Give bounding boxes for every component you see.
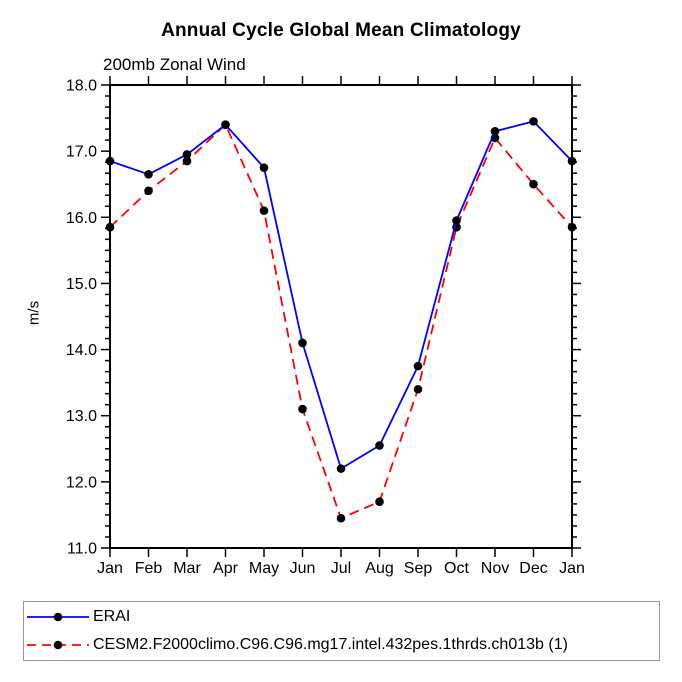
- legend-item-cesm2: CESM2.F2000climo.C96.C96.mg17.intel.432p…: [24, 631, 659, 659]
- svg-text:Apr: Apr: [213, 560, 239, 577]
- svg-text:13.0: 13.0: [66, 408, 97, 425]
- legend-line-sample-cesm2: [27, 640, 89, 650]
- y-axis-tick-labels: 11.0 12.0 13.0 14.0 15.0 16.0 17.0 18.0: [66, 78, 97, 558]
- svg-text:12.0: 12.0: [66, 474, 97, 491]
- chart-title: Annual Cycle Global Mean Climatology: [161, 20, 521, 41]
- legend-label-erai: ERAI: [93, 608, 131, 625]
- svg-text:Nov: Nov: [481, 560, 509, 577]
- x-axis-ticks: [109, 76, 573, 557]
- svg-text:15.0: 15.0: [66, 276, 97, 293]
- svg-text:Jan: Jan: [97, 560, 123, 577]
- svg-text:Sep: Sep: [404, 560, 433, 577]
- legend-line-sample-erai: [27, 612, 89, 622]
- legend-item-erai: ERAI: [24, 603, 659, 631]
- svg-text:Jan: Jan: [559, 560, 585, 577]
- svg-text:Jul: Jul: [331, 560, 351, 577]
- chart-subtitle: 200mb Zonal Wind: [103, 55, 246, 74]
- svg-text:18.0: 18.0: [66, 78, 97, 95]
- plot-frame: [109, 84, 573, 549]
- svg-text:Aug: Aug: [365, 560, 393, 577]
- svg-text:Oct: Oct: [444, 560, 469, 577]
- svg-text:Dec: Dec: [519, 560, 547, 577]
- x-axis-tick-labels: Jan Feb Mar Apr May Jun Jul Aug Sep Oct Nov Dec Jan: [97, 560, 585, 577]
- svg-text:16.0: 16.0: [66, 210, 97, 227]
- series-0: [105, 117, 577, 473]
- svg-text:14.0: 14.0: [66, 342, 97, 359]
- svg-text:May: May: [249, 560, 279, 577]
- svg-text:11.0: 11.0: [67, 541, 97, 558]
- svg-text:Mar: Mar: [173, 560, 201, 577]
- series-1: [105, 120, 577, 523]
- svg-text:Jun: Jun: [290, 560, 316, 577]
- svg-text:Feb: Feb: [135, 560, 163, 577]
- svg-text:17.0: 17.0: [66, 144, 97, 161]
- legend: ERAI CESM2.F2000climo.C96.C96.mg17.intel…: [23, 601, 660, 661]
- legend-label-cesm2: CESM2.F2000climo.C96.C96.mg17.intel.432p…: [93, 636, 568, 653]
